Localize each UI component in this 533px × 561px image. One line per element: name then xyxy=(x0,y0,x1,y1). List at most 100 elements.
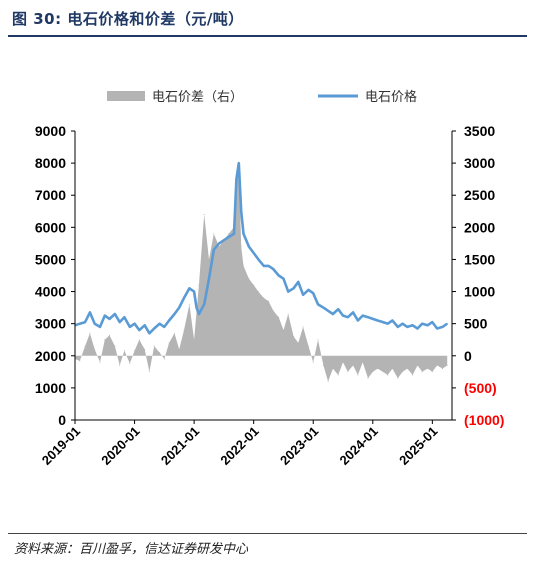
price-point xyxy=(293,287,295,289)
spread-point xyxy=(148,371,150,373)
price-point xyxy=(248,246,250,248)
spread-point xyxy=(198,284,200,286)
left-tick-label: 4000 xyxy=(35,284,66,300)
price-point xyxy=(268,265,270,267)
price-point xyxy=(235,178,237,180)
price-point xyxy=(436,327,438,330)
price-point xyxy=(218,242,220,244)
price-point xyxy=(253,252,255,254)
spread-point xyxy=(382,371,384,373)
footer-divider xyxy=(8,533,527,534)
price-point xyxy=(188,287,190,289)
spread-point xyxy=(332,368,334,370)
spread-point xyxy=(283,329,284,331)
x-tick-label: 2020-01 xyxy=(98,424,142,468)
spread-point xyxy=(134,350,136,352)
spread-point xyxy=(297,342,299,344)
price-point xyxy=(144,324,146,326)
price-point xyxy=(257,258,259,260)
spread-point xyxy=(322,364,324,366)
spread-point xyxy=(446,364,448,366)
price-point xyxy=(263,265,265,267)
price-point xyxy=(195,307,198,309)
spread-point xyxy=(104,339,106,341)
price-point xyxy=(372,318,374,320)
spread-point xyxy=(397,377,399,379)
left-tick-label: 1000 xyxy=(35,380,66,396)
x-tick-label: 2021-01 xyxy=(158,424,202,468)
spread-point xyxy=(84,345,86,347)
price-point xyxy=(412,324,414,326)
price-point xyxy=(391,319,393,322)
price-point xyxy=(213,249,215,251)
spread-point xyxy=(109,334,110,336)
right-tick-label: 1500 xyxy=(464,251,495,267)
chart-legend: 电石价差（右） 电石价格 xyxy=(107,89,417,104)
price-point xyxy=(238,162,240,164)
price-point xyxy=(104,315,106,317)
price-point xyxy=(307,289,310,291)
price-point xyxy=(352,311,354,313)
price-point xyxy=(278,274,280,277)
price-point xyxy=(108,318,111,320)
right-tick-label: 3000 xyxy=(464,155,495,171)
spread-point xyxy=(248,278,250,280)
price-point xyxy=(441,326,444,328)
price-point xyxy=(89,311,91,313)
right-tick-label: 1000 xyxy=(464,284,495,300)
spread-point xyxy=(357,374,359,376)
price-point xyxy=(416,327,419,330)
spread-point xyxy=(183,329,185,331)
price-point xyxy=(178,307,180,309)
left-tick-label: 9000 xyxy=(35,123,66,139)
spread-point xyxy=(263,297,265,299)
price-point xyxy=(138,329,140,331)
spread-point xyxy=(159,352,161,354)
left-tick-label: 0 xyxy=(58,412,66,428)
price-point xyxy=(282,278,285,280)
right-tick-label: 2500 xyxy=(464,187,495,203)
price-point xyxy=(431,321,433,323)
price-point xyxy=(397,326,399,328)
price-point xyxy=(114,313,116,315)
right-tick-label: 0 xyxy=(464,348,472,364)
x-tick-label: 2019-01 xyxy=(39,424,83,468)
price-point xyxy=(322,307,324,309)
spread-point xyxy=(372,371,374,373)
price-point xyxy=(134,323,136,325)
spread-point xyxy=(138,339,140,341)
spread-point xyxy=(257,291,259,293)
price-point xyxy=(148,332,150,334)
price-point xyxy=(208,278,210,280)
spread-point xyxy=(268,300,270,302)
left-tick-label: 8000 xyxy=(35,155,66,171)
spread-point xyxy=(123,350,125,352)
spread-point xyxy=(218,246,220,248)
spread-point xyxy=(402,371,404,373)
price-line-series xyxy=(74,161,448,335)
price-point xyxy=(287,291,289,293)
spread-point xyxy=(188,303,190,305)
spread-point xyxy=(367,377,369,379)
price-point xyxy=(163,326,165,328)
right-tick-label: 3500 xyxy=(464,123,495,139)
spread-point xyxy=(174,332,175,334)
spread-point xyxy=(391,368,393,370)
price-point xyxy=(297,281,299,283)
price-point xyxy=(198,313,200,315)
title-divider xyxy=(8,35,527,37)
x-tick-label: 2024-01 xyxy=(337,424,381,468)
price-point xyxy=(129,326,131,328)
spread-point xyxy=(427,368,429,370)
price-point xyxy=(347,316,349,318)
price-point xyxy=(342,315,344,317)
spread-point xyxy=(412,374,414,376)
left-tick-label: 6000 xyxy=(35,219,66,235)
spread-point xyxy=(308,345,309,347)
spread-point xyxy=(347,371,349,373)
spread-point xyxy=(272,310,274,312)
spread-point xyxy=(213,233,215,235)
chart-axes: 0100020003000400050006000700080009000(10… xyxy=(35,123,505,468)
spread-point xyxy=(79,360,81,362)
price-point xyxy=(99,326,101,328)
